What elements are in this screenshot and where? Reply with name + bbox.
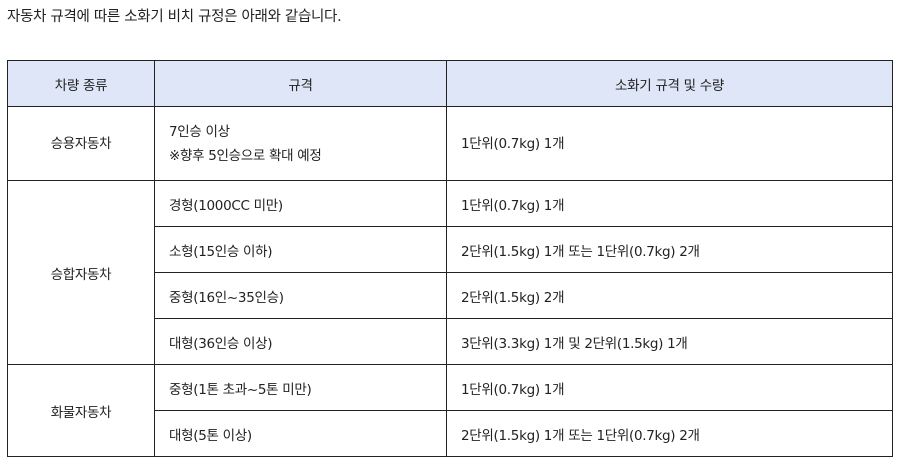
spec-text: 7인승 이상 xyxy=(169,123,230,140)
vehicle-type-cell: 승합자동차 xyxy=(7,180,155,365)
spec-cell: 중형(1톤 초과~5톤 미만) xyxy=(154,364,447,411)
vehicle-type-cell: 승용자동차 xyxy=(7,106,155,181)
table-row: 승용자동차 7인승 이상 ※향후 5인승으로 확대 예정 1단위(0.7kg) 1… xyxy=(7,106,893,181)
extinguisher-cell: 1단위(0.7kg) 1개 xyxy=(446,364,893,411)
table-row: 소형(15인승 이하) 2단위(1.5kg) 1개 또는 1단위(0.7kg) … xyxy=(8,226,893,273)
fire-extinguisher-table: 차량 종류 규격 소화기 규격 및 수량 승용자동차 7인승 이상 ※향후 5인승… xyxy=(7,60,893,457)
table-row: 대형(5톤 이상) 2단위(1.5kg) 1개 또는 1단위(0.7kg) 2개 xyxy=(8,410,893,457)
table-row: 중형(16인~35인승) 2단위(1.5kg) 2개 xyxy=(8,272,893,319)
spec-cell: 7인승 이상 ※향후 5인승으로 확대 예정 xyxy=(154,106,447,181)
intro-text: 자동차 규격에 따른 소화기 비치 규정은 아래와 같습니다. xyxy=(7,9,342,25)
header-vehicle-type: 차량 종류 xyxy=(7,60,155,107)
extinguisher-cell: 2단위(1.5kg) 1개 또는 1단위(0.7kg) 2개 xyxy=(446,410,893,457)
spec-cell: 중형(16인~35인승) xyxy=(154,272,447,319)
header-extinguisher: 소화기 규격 및 수량 xyxy=(446,60,893,107)
table-row: 승합자동차 경형(1000CC 미만) 1단위(0.7kg) 1개 xyxy=(7,180,893,365)
vehicle-type-cell: 화물자동차 xyxy=(7,364,155,457)
table-row: 화물자동차 중형(1톤 초과~5톤 미만) 1단위(0.7kg) 1개 xyxy=(7,364,893,457)
extinguisher-cell: 3단위(3.3kg) 1개 및 2단위(1.5kg) 1개 xyxy=(446,318,893,365)
table-row: 대형(36인승 이상) 3단위(3.3kg) 1개 및 2단위(1.5kg) 1… xyxy=(8,318,893,365)
spec-cell: 경형(1000CC 미만) xyxy=(154,180,447,227)
spec-cell: 대형(36인승 이상) xyxy=(154,318,447,365)
header-spec: 규격 xyxy=(154,60,447,107)
table-header-row: 차량 종류 규격 소화기 규격 및 수량 xyxy=(7,60,893,107)
extinguisher-cell: 1단위(0.7kg) 1개 xyxy=(446,106,893,181)
spec-cell: 대형(5톤 이상) xyxy=(154,410,447,457)
spec-note: ※향후 5인승으로 확대 예정 xyxy=(169,147,322,164)
extinguisher-cell: 2단위(1.5kg) 2개 xyxy=(446,272,893,319)
extinguisher-cell: 1단위(0.7kg) 1개 xyxy=(446,180,893,227)
extinguisher-cell: 2단위(1.5kg) 1개 또는 1단위(0.7kg) 2개 xyxy=(446,226,893,273)
spec-cell: 소형(15인승 이하) xyxy=(154,226,447,273)
